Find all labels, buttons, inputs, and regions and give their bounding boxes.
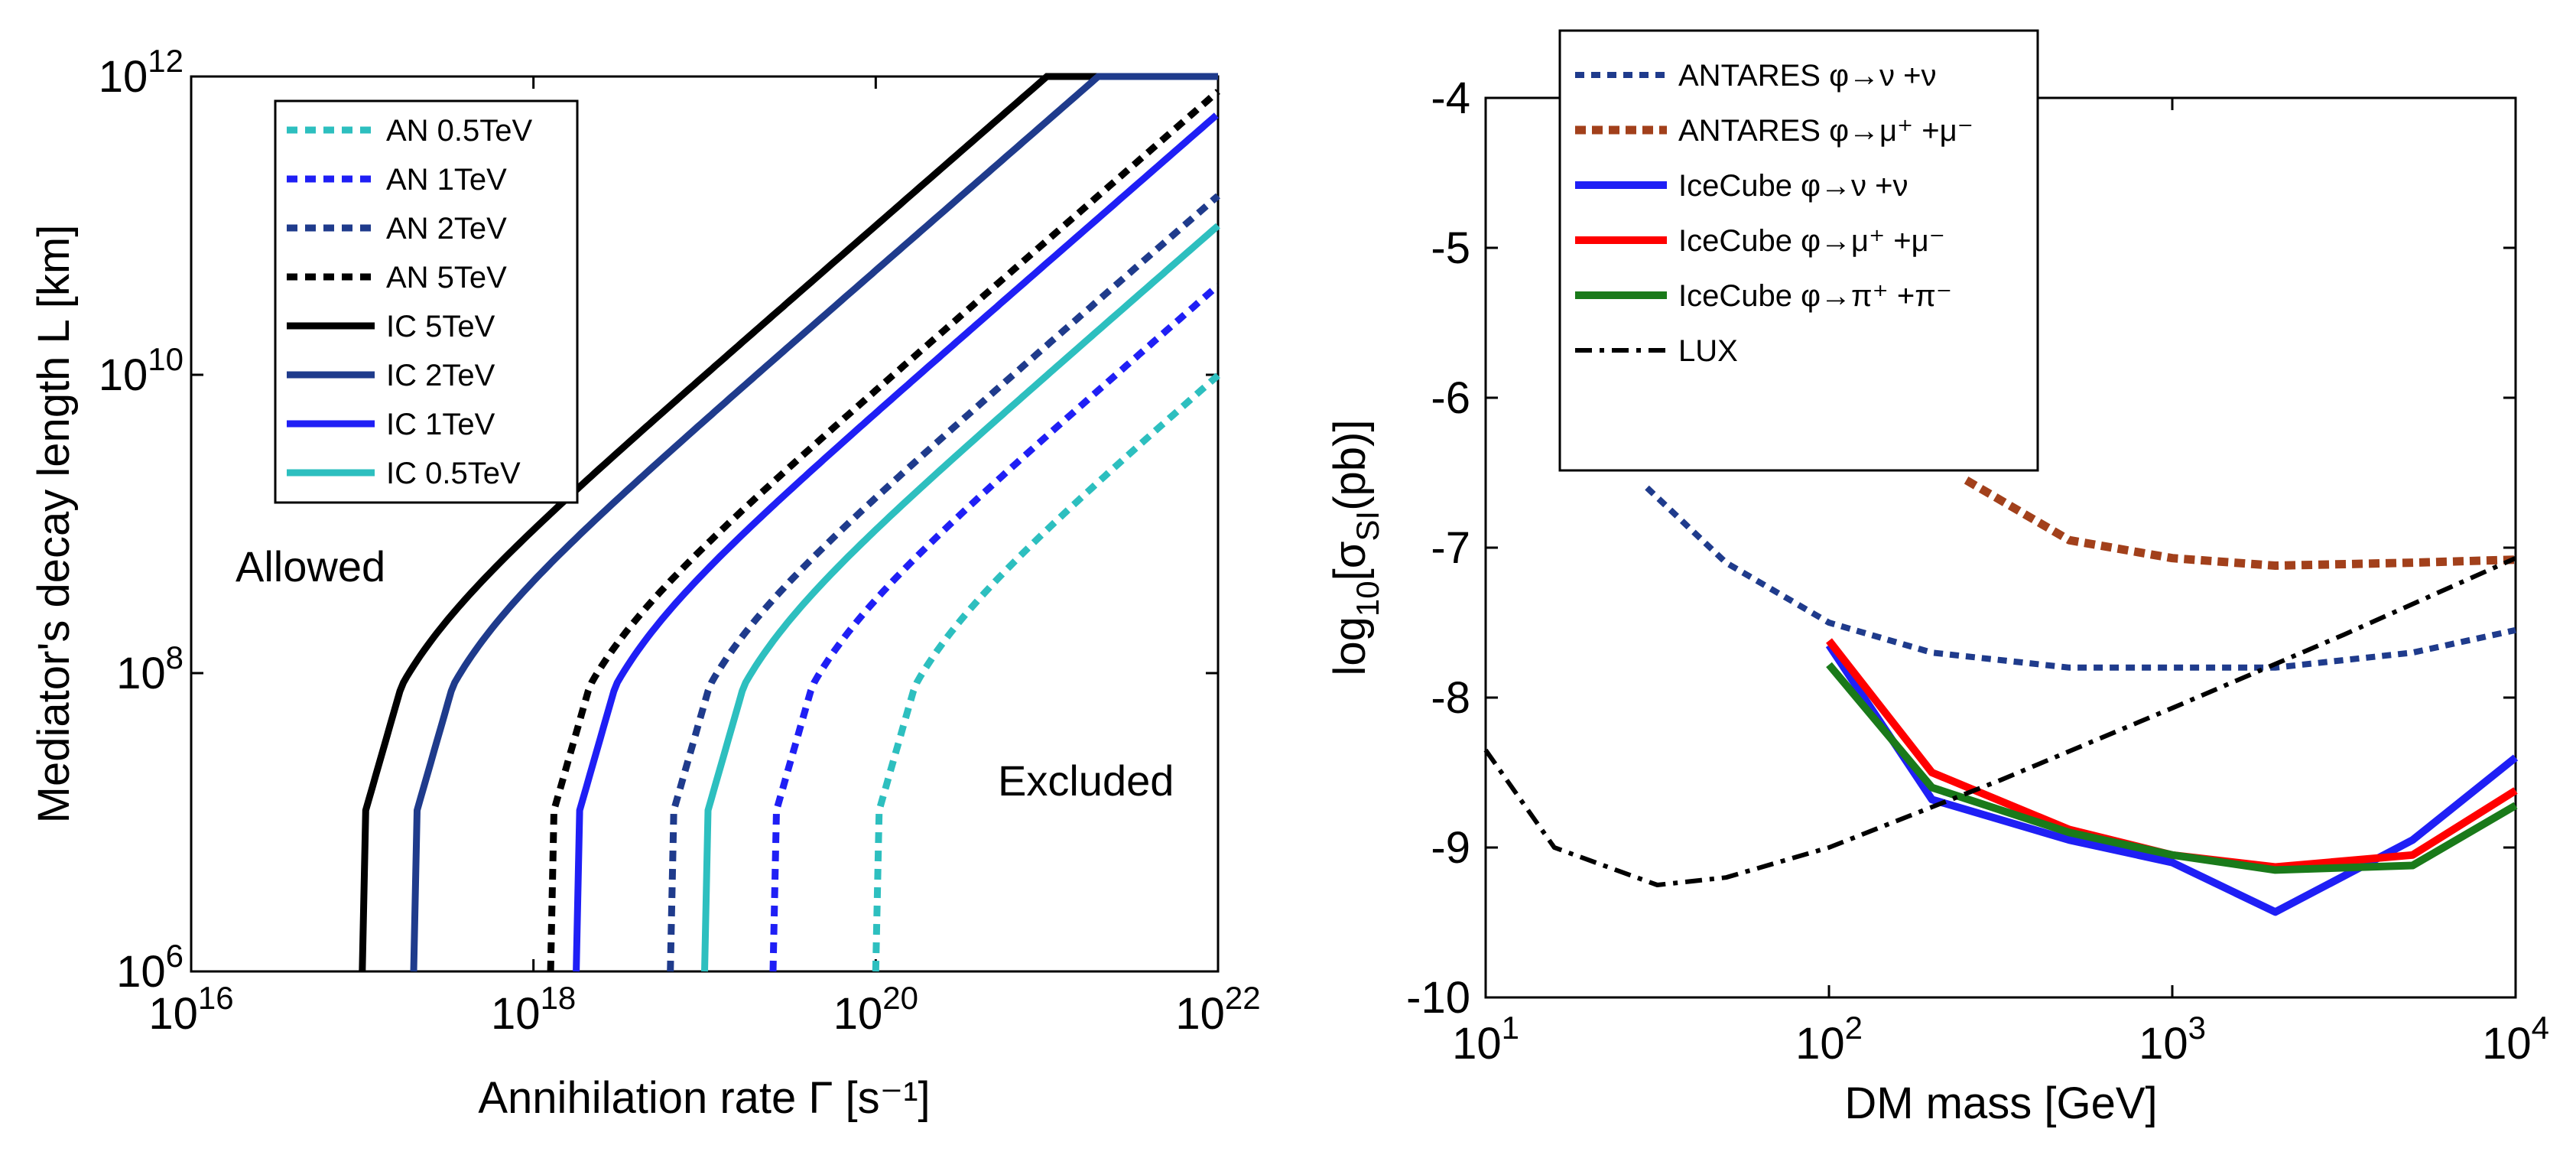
right-x-tick-label: 103 (2139, 1010, 2206, 1069)
left-x-axis-title: Annihilation rate Γ [s⁻¹] (478, 1073, 930, 1123)
left-x-tick-label: 1016 (148, 980, 233, 1039)
right-y-tick-label: -10 (1406, 973, 1470, 1023)
left-series-line (573, 112, 1219, 972)
left-legend-label: AN 5TeV (386, 261, 507, 294)
right-y-tick-label: -9 (1431, 823, 1470, 873)
left-legend-label: IC 5TeV (386, 310, 495, 343)
left-x-tick-label: 1022 (1175, 980, 1260, 1039)
left-y-axis-title: Mediator's decay length L [km] (29, 225, 79, 824)
right-series-line (1483, 555, 2517, 887)
left-ticks: 1016 1018 1020 1022 106 108 1010 1012 (99, 43, 1261, 1039)
right-x-tick-label: 102 (1795, 1010, 1863, 1069)
left-chart: 1016 1018 1020 1022 106 108 1010 1012 Allowed E… (29, 43, 1261, 1123)
right-chart: 101 102 103 104 -4 -5 -6 -7 -8 -9 -10 DM mass [GeV… (1325, 29, 2549, 1128)
right-y-axis-title: log10[σSI(pb)] (1325, 420, 1385, 676)
left-series-line (701, 223, 1220, 972)
right-legend-label: IceCube φ→ν +ν (1678, 169, 1908, 203)
right-series (1483, 477, 2519, 916)
annotation-allowed: Allowed (236, 542, 385, 591)
left-series (359, 73, 1220, 972)
right-ticks: 101 102 103 104 -4 -5 -6 -7 -8 -9 -10 (1406, 73, 2549, 1069)
left-legend-box (274, 99, 579, 504)
left-y-tick-label: 106 (116, 938, 184, 997)
right-y-tick-label: -4 (1431, 73, 1470, 123)
left-y-tick-label: 1012 (99, 43, 184, 102)
right-legend-label: LUX (1678, 334, 1738, 368)
left-series-line (359, 73, 1218, 972)
right-legend-label: IceCube φ→μ⁺ +μ⁻ (1678, 224, 1945, 258)
left-x-tick-label: 1020 (833, 980, 918, 1039)
right-x-axis-title: DM mass [GeV] (1844, 1079, 2157, 1128)
right-series-line (1964, 477, 2516, 570)
annotation-excluded: Excluded (998, 756, 1174, 805)
left-legend: AN 0.5TeV AN 1TeV AN 2TeV AN 5TeV IC 5TeV IC … (274, 99, 579, 504)
right-x-tick-label: 101 (1452, 1010, 1519, 1069)
right-legend-label: ANTARES φ→ν +ν (1678, 59, 1936, 93)
left-legend-label: IC 1TeV (386, 408, 495, 441)
right-y-tick-label: -8 (1431, 673, 1470, 723)
left-legend-label: AN 0.5TeV (386, 114, 533, 148)
right-series-line (1825, 643, 2519, 916)
right-y-tick-label: -6 (1431, 373, 1470, 423)
left-series-line (769, 282, 1220, 972)
left-legend-label: AN 1TeV (386, 163, 507, 197)
right-legend-box (1558, 29, 2039, 472)
right-series-line (1645, 485, 2516, 671)
right-series-line (1826, 662, 2518, 874)
left-series-line (547, 89, 1220, 972)
left-legend-label: IC 0.5TeV (386, 457, 521, 490)
left-legend-label: IC 2TeV (386, 359, 495, 392)
left-series-line (872, 373, 1220, 972)
right-legend-label: ANTARES φ→μ⁺ +μ⁻ (1678, 114, 1973, 148)
right-y-tick-label: -7 (1431, 523, 1470, 573)
right-x-tick-label: 104 (2482, 1010, 2549, 1069)
left-y-tick-label: 1010 (99, 341, 184, 400)
right-y-tick-label: -5 (1431, 223, 1470, 273)
left-legend-label: AN 2TeV (386, 212, 507, 246)
right-legend-label: IceCube φ→π⁺ +π⁻ (1678, 279, 1952, 313)
right-legend: ANTARES φ→ν +ν ANTARES φ→μ⁺ +μ⁻ IceCube φ→… (1558, 29, 2039, 472)
left-series-line (410, 73, 1218, 972)
left-x-tick-label: 1018 (491, 980, 576, 1039)
left-y-tick-label: 108 (116, 639, 184, 698)
